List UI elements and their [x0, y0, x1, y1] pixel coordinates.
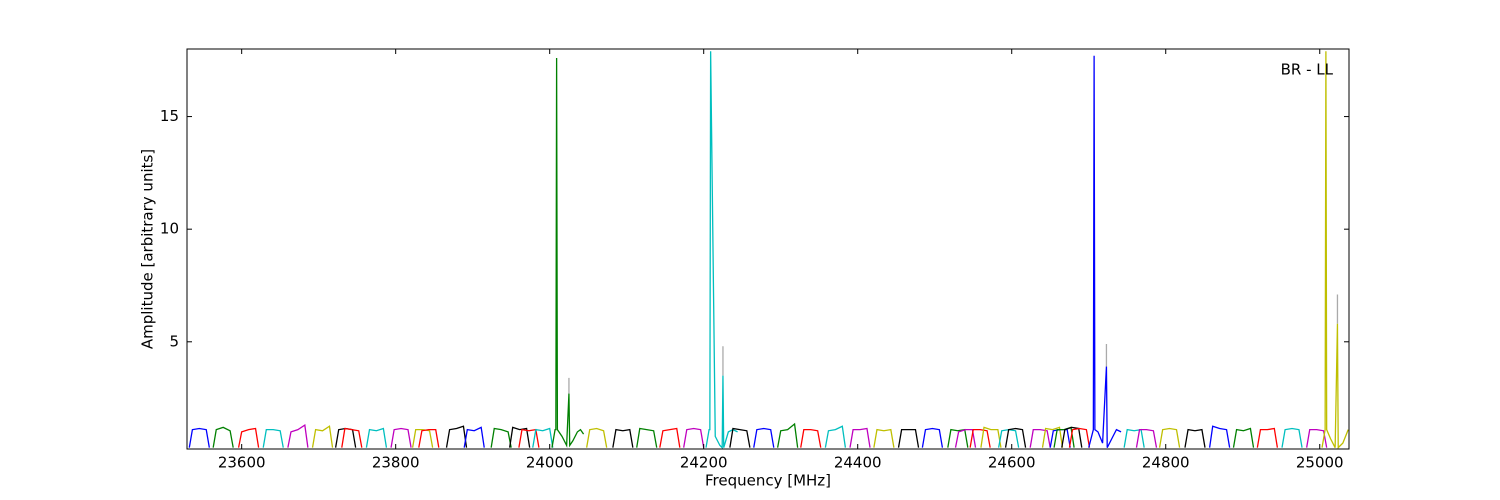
series-line: [705, 51, 738, 449]
series-line: [824, 425, 847, 448]
series-line: [897, 428, 920, 448]
series-line: [980, 426, 1002, 448]
series-line: [341, 427, 363, 448]
series-line: [1029, 428, 1051, 448]
series-line: [659, 427, 681, 448]
series-line: [969, 428, 991, 448]
series-line: [568, 294, 1339, 394]
series-line: [683, 427, 705, 448]
series-line: [1004, 427, 1027, 448]
series-line: [1256, 427, 1279, 448]
series-line: [586, 427, 608, 448]
series-line: [921, 427, 944, 448]
series-line: [518, 428, 540, 448]
series-line: [490, 427, 512, 448]
series-line: [212, 426, 234, 448]
x-axis-label: Frequency [MHz]: [705, 472, 831, 490]
series-line: [1321, 51, 1349, 449]
annotation: BR - LL: [1281, 61, 1334, 79]
series-line: [188, 427, 210, 448]
series-line: [1184, 428, 1206, 448]
series-line: [776, 422, 799, 448]
plot-lines: [188, 51, 1349, 449]
series-line: [947, 428, 969, 448]
y-axis-label: Amplitude [arbitrary units]: [139, 149, 157, 349]
series-line: [1123, 428, 1145, 448]
series-line: [237, 427, 260, 448]
series-line: [729, 427, 751, 448]
series-line: [1088, 55, 1122, 448]
plot-frame: [186, 48, 1350, 450]
series-line: [753, 427, 775, 448]
x-tick-label: 23600: [218, 454, 266, 472]
series-line: [1158, 427, 1181, 448]
series-line: [849, 427, 871, 448]
series-line: [390, 427, 412, 448]
series-line: [1041, 426, 1064, 448]
series-line: [463, 426, 485, 448]
series-line: [612, 428, 634, 448]
series-line: [418, 428, 440, 448]
series-line: [532, 427, 554, 448]
x-tick-label: 24200: [680, 454, 728, 472]
series-line: [287, 424, 309, 448]
series-line: [262, 428, 284, 448]
series-line: [311, 425, 334, 448]
x-tick-label: 24400: [834, 454, 882, 472]
series-line: [636, 427, 658, 448]
series-line: [1281, 427, 1303, 448]
x-tick-label: 25000: [1296, 454, 1344, 472]
series-line: [1061, 426, 1083, 448]
x-tick-label: 24800: [1142, 454, 1190, 472]
x-tick-label: 24000: [526, 454, 574, 472]
series-line: [954, 428, 977, 448]
series-line: [800, 428, 822, 448]
series-line: [411, 428, 434, 448]
y-tick-label: 10: [160, 220, 179, 238]
series-line: [1068, 427, 1091, 448]
x-tick-label: 24600: [988, 454, 1036, 472]
y-tick-label: 5: [169, 332, 179, 350]
y-tick-label: 15: [160, 107, 179, 125]
series-line: [509, 426, 531, 448]
series-line: [1208, 425, 1231, 448]
x-tick-label: 23800: [372, 454, 420, 472]
series-line: [445, 425, 468, 448]
series-line: [365, 427, 388, 448]
series-line: [1232, 427, 1255, 448]
series-line: [873, 428, 895, 448]
series-line: [1135, 428, 1158, 448]
series-line: [551, 58, 585, 448]
